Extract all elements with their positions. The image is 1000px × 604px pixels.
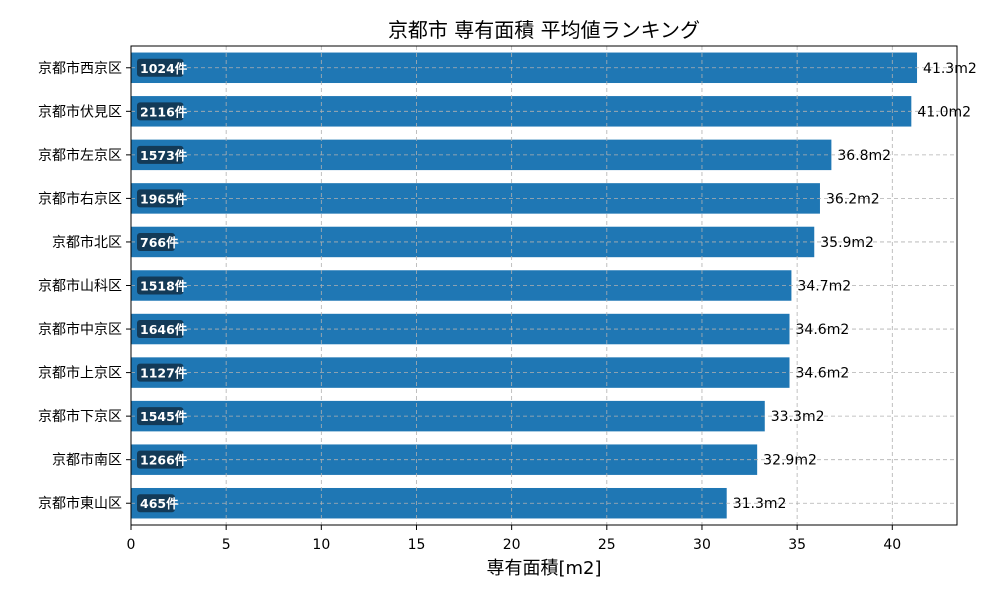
count-badge — [137, 363, 184, 382]
y-tick-label: 京都市西京区 — [38, 60, 122, 77]
count-badge — [137, 407, 184, 426]
x-tick-label: 10 — [312, 537, 330, 553]
y-tick-label: 京都市下京区 — [38, 408, 122, 425]
count-label: 2116件 — [140, 104, 188, 119]
x-tick-label: 0 — [127, 537, 136, 553]
value-label: 41.3m2 — [923, 61, 977, 77]
count-badge — [137, 232, 175, 251]
y-tick-label: 京都市左京区 — [38, 147, 122, 164]
value-label: 33.3m2 — [771, 409, 825, 425]
count-badge — [137, 320, 184, 339]
y-tick-label: 京都市伏見区 — [38, 103, 122, 120]
count-label: 1127件 — [140, 366, 188, 381]
y-tick-label: 京都市北区 — [52, 234, 122, 251]
count-badge — [137, 494, 175, 513]
x-tick-label: 20 — [503, 537, 521, 553]
count-label: 1573件 — [140, 148, 188, 163]
plot-frame — [130, 45, 958, 526]
x-tick-label: 40 — [883, 537, 901, 553]
count-label: 1518件 — [140, 279, 188, 294]
count-label: 1646件 — [140, 322, 188, 337]
y-tick-label: 京都市山科区 — [38, 278, 122, 295]
x-tick-label: 15 — [408, 537, 426, 553]
value-label: 34.6m2 — [796, 366, 850, 382]
count-badge — [137, 102, 184, 121]
count-label: 766件 — [140, 235, 179, 250]
count-badge — [137, 450, 184, 469]
x-tick-label: 25 — [598, 537, 616, 553]
x-tick-label: 5 — [222, 537, 231, 553]
value-label: 35.9m2 — [820, 235, 874, 251]
count-label: 1024件 — [140, 61, 188, 76]
count-label: 1965件 — [140, 191, 188, 206]
value-label: 34.6m2 — [796, 322, 850, 338]
y-tick-label: 京都市上京区 — [38, 365, 122, 382]
value-label: 34.7m2 — [797, 279, 851, 295]
count-label: 1545件 — [140, 409, 188, 424]
value-label: 36.2m2 — [826, 191, 880, 207]
x-axis-label: 専有面積[m2] — [486, 558, 601, 579]
bar — [131, 96, 912, 127]
x-tick-label: 30 — [693, 537, 711, 553]
value-label: 31.3m2 — [733, 496, 787, 512]
count-badge — [137, 145, 184, 164]
y-tick-label: 京都市中京区 — [38, 321, 122, 338]
y-tick-label: 京都市南区 — [52, 452, 122, 469]
count-label: 465件 — [140, 496, 179, 511]
count-badge — [137, 58, 184, 77]
count-badge — [137, 189, 184, 208]
count-badge — [137, 276, 184, 295]
value-label: 36.8m2 — [837, 148, 891, 164]
bar — [131, 226, 815, 258]
value-label: 32.9m2 — [763, 453, 817, 469]
y-tick-label: 京都市右京区 — [38, 190, 122, 207]
value-label: 41.0m2 — [917, 104, 971, 120]
count-label: 1266件 — [140, 453, 188, 468]
chart-title: 京都市 専有面積 平均値ランキング — [388, 18, 700, 42]
x-tick-label: 35 — [788, 537, 806, 553]
y-tick-label: 京都市東山区 — [38, 495, 122, 512]
